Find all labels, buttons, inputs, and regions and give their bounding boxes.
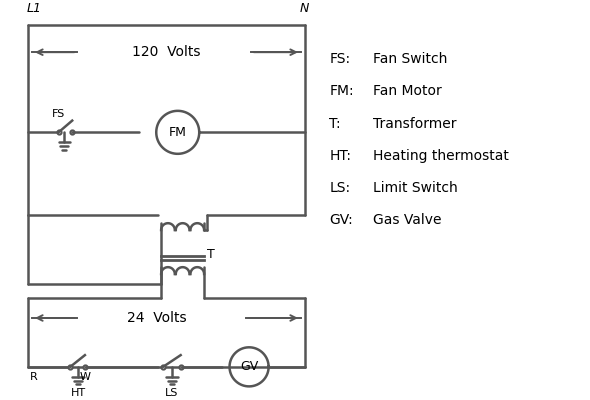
- Text: LS:: LS:: [329, 181, 350, 195]
- Text: Heating thermostat: Heating thermostat: [373, 149, 509, 163]
- Text: FS:: FS:: [329, 52, 350, 66]
- Text: 120  Volts: 120 Volts: [132, 45, 201, 59]
- Text: T: T: [207, 248, 215, 261]
- Text: FS: FS: [52, 109, 65, 119]
- Text: HT:: HT:: [329, 149, 351, 163]
- Text: N: N: [300, 2, 310, 15]
- Text: Fan Motor: Fan Motor: [373, 84, 442, 98]
- Text: HT: HT: [71, 388, 86, 398]
- Text: GV:: GV:: [329, 213, 353, 227]
- Text: Fan Switch: Fan Switch: [373, 52, 448, 66]
- Text: Gas Valve: Gas Valve: [373, 213, 442, 227]
- Text: Transformer: Transformer: [373, 116, 457, 130]
- Text: FM:: FM:: [329, 84, 354, 98]
- Text: Limit Switch: Limit Switch: [373, 181, 458, 195]
- Text: LS: LS: [165, 388, 179, 398]
- Text: W: W: [80, 372, 90, 382]
- Text: T:: T:: [329, 116, 341, 130]
- Text: L1: L1: [27, 2, 41, 15]
- Text: R: R: [30, 372, 38, 382]
- Text: GV: GV: [240, 360, 258, 373]
- Text: FM: FM: [169, 126, 186, 139]
- Text: 24  Volts: 24 Volts: [127, 311, 186, 325]
